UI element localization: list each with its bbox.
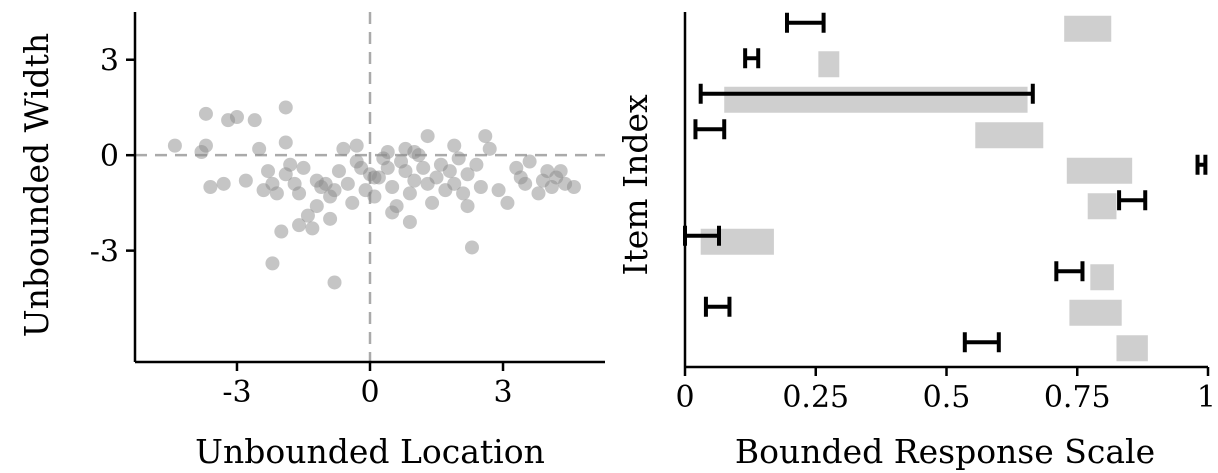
scatter-point	[447, 138, 462, 153]
scatter-point	[345, 195, 360, 210]
scatter-point	[464, 240, 479, 255]
scatter-point	[553, 164, 568, 179]
scatter-point	[442, 164, 457, 179]
scatter-point	[229, 110, 244, 124]
scatter-point	[300, 208, 315, 223]
scatter-point	[265, 256, 280, 271]
scatter-point	[327, 183, 342, 198]
scatter-point	[238, 173, 253, 188]
scatter-point	[336, 141, 351, 156]
scatter-point	[460, 167, 475, 182]
left-y-tick-label: -3	[90, 235, 119, 270]
scatter-point	[323, 211, 338, 226]
scatter-point	[473, 180, 488, 194]
scatter-point	[402, 215, 417, 229]
scatter-point	[398, 164, 413, 179]
scatter-point	[309, 199, 324, 214]
scatter-point	[398, 141, 413, 156]
scatter-point	[305, 221, 320, 236]
scatter-point	[456, 186, 471, 201]
scatter-point	[402, 186, 417, 201]
scatter-point	[198, 138, 213, 153]
scatter-point	[274, 224, 289, 239]
scatter-point	[500, 195, 515, 210]
scatter-point	[261, 164, 276, 179]
scatter-point	[385, 205, 400, 220]
scatter-point	[367, 170, 382, 185]
scatter-point	[385, 180, 400, 194]
left-xlabel: Unbounded Location	[195, 432, 545, 471]
scatter-point	[331, 164, 346, 179]
scatter-point	[198, 106, 213, 121]
interval-bar	[1064, 15, 1112, 42]
left-x-tick-label: -3	[222, 375, 251, 410]
left-ylabel: Unbounded Width	[17, 33, 56, 337]
right-x-tick-label: 0.75	[1044, 380, 1111, 415]
left-x-tick-label: 3	[493, 375, 512, 410]
scatter-point	[349, 138, 364, 153]
interval-bar	[1116, 335, 1148, 362]
scatter-point	[478, 129, 493, 144]
scatter-point	[469, 157, 484, 172]
left-y-tick-label: 0	[100, 139, 119, 174]
scatter-point	[420, 129, 435, 144]
interval-bar	[1069, 299, 1122, 326]
scatter-point	[451, 151, 466, 166]
left-y-tick-label: 3	[100, 44, 119, 79]
scatter-point	[252, 141, 267, 156]
interval-bar	[1066, 157, 1133, 184]
scatter-point	[522, 154, 537, 169]
interval-panel: 0 0.25 0.5 0.75 1	[675, 12, 1216, 415]
scatter-panel: 3 0 -3 -3 0 3	[90, 12, 605, 410]
interval-bar	[1090, 264, 1114, 291]
right-ylabel: Item Index	[616, 94, 655, 276]
scatter-point	[278, 135, 293, 150]
scatter-point	[531, 186, 546, 201]
scatter-point	[247, 113, 262, 128]
scatter-point	[296, 160, 311, 175]
scatter-point	[327, 275, 342, 290]
scatter-point	[283, 157, 298, 172]
scatter-point	[425, 195, 440, 210]
scatter-point	[203, 180, 218, 194]
scatter-point	[278, 100, 293, 115]
scatter-point	[367, 189, 382, 204]
scatter-point	[447, 176, 462, 191]
scatter-point	[167, 138, 182, 153]
scatter-point	[292, 186, 307, 201]
right-x-tick-label: 0.25	[782, 380, 849, 415]
left-x-tick-label: 0	[360, 375, 379, 410]
scatter-point	[380, 145, 395, 159]
right-x-tick-label: 0.5	[923, 380, 971, 415]
interval-bar	[818, 51, 840, 78]
interval-bar	[975, 122, 1044, 149]
scatter-point	[482, 141, 497, 156]
right-xlabel: Bounded Response Scale	[735, 432, 1155, 471]
interval-bar	[1087, 193, 1117, 220]
scatter-point	[380, 160, 395, 175]
scatter-point	[340, 176, 355, 191]
scatter-point	[460, 199, 475, 214]
interval-bar	[700, 228, 774, 255]
scatter-point	[491, 183, 506, 198]
scatter-point	[416, 160, 431, 175]
scatter-point	[269, 186, 284, 201]
scatter-point	[566, 180, 581, 194]
scatter-point	[518, 176, 533, 191]
scatter-point	[292, 218, 307, 233]
right-x-tick-label: 1	[1197, 380, 1216, 415]
right-x-tick-label: 0	[675, 380, 694, 415]
scatter-point	[216, 176, 231, 191]
scatter-point	[429, 170, 444, 185]
interval-bar	[724, 86, 1028, 113]
scatter-point	[407, 173, 422, 188]
